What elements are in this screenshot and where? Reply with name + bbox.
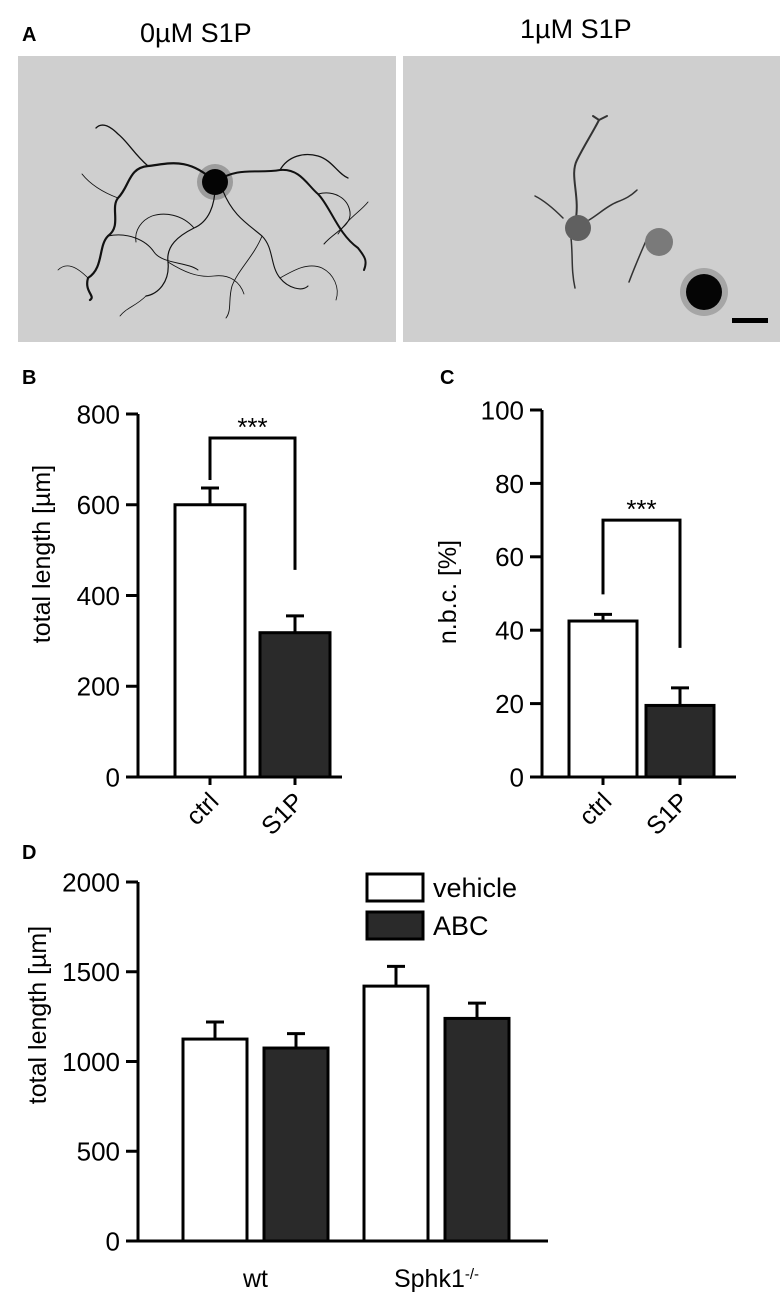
bar-Sphk1-vehicle [362,984,430,1243]
bar-wt-ABC [262,1046,330,1243]
significance-marker: *** [237,412,267,442]
y-tick-label: 600 [77,490,120,520]
bar-Sphk1-ABC [443,1016,511,1243]
y-tick-label: 200 [77,672,120,702]
legend-label-abc: ABC [433,911,489,941]
y-axis-label: total length [µm] [24,926,52,1104]
bar-wt-vehicle [181,1037,249,1243]
y-tick-label: 2000 [62,867,120,897]
micrograph-title-control: 0µM S1P [140,18,252,48]
neuron-micrograph-control-icon [57,124,369,319]
legend: vehicle ABC [365,872,517,941]
chart-c: 0 20 40 60 80 100 ctrl S1P n.b.c. [%] *** [434,395,736,841]
significance-marker: *** [626,494,656,524]
y-tick-label: 80 [495,469,524,499]
panel-letter-d: D [22,842,37,864]
chart-b: 0 200 400 600 800 ctrl S1P total length [µm] *… [28,399,342,841]
y-tick-label: 1000 [62,1047,120,1077]
y-tick-label: 40 [495,616,524,646]
y-tick-label: 500 [77,1137,120,1167]
micrograph-control [18,56,396,342]
bar-S1P [644,703,716,779]
bar-ctrl [173,503,247,779]
bar-ctrl [567,619,639,779]
significance-bracket [601,518,682,648]
panel-letter-c: C [440,367,455,389]
significance-bracket [208,436,297,570]
neuron-micrograph-s1p-icon [534,115,768,323]
y-axis-label: total length [µm] [28,465,56,643]
y-tick-label: 400 [77,581,120,611]
y-tick-label: 0 [510,762,524,792]
legend-label-vehicle: vehicle [433,873,517,903]
y-tick-label: 800 [77,399,120,429]
y-tick-label: 60 [495,542,524,572]
y-axis-label: n.b.c. [%] [434,540,462,644]
panel-letter-a: A [22,24,37,46]
chart-d: 0 500 1000 1500 2000 total length [µm] vehic… [24,867,548,1293]
y-tick-label: 1500 [62,957,120,987]
scale-bar-icon [732,318,768,323]
x-tick-label: ctrl [574,787,617,830]
x-tick-label: ctrl [181,787,224,830]
y-tick-label: 20 [495,689,524,719]
y-tick-label: 100 [481,395,524,425]
micrograph-s1p [403,56,780,342]
legend-swatch-vehicle [365,872,425,903]
micrograph-title-s1p: 1µM S1P [520,14,632,44]
y-tick-label: 0 [106,1226,120,1256]
x-tick-label: wt [242,1265,268,1293]
x-tick-label: Sphk1-/- [394,1265,479,1293]
panel-letter-b: B [22,367,37,389]
x-tick-label: S1P [256,787,309,840]
bar-S1P [258,631,332,779]
x-tick-label: S1P [641,787,694,840]
y-tick-label: 0 [106,762,120,792]
legend-swatch-abc [365,910,425,941]
